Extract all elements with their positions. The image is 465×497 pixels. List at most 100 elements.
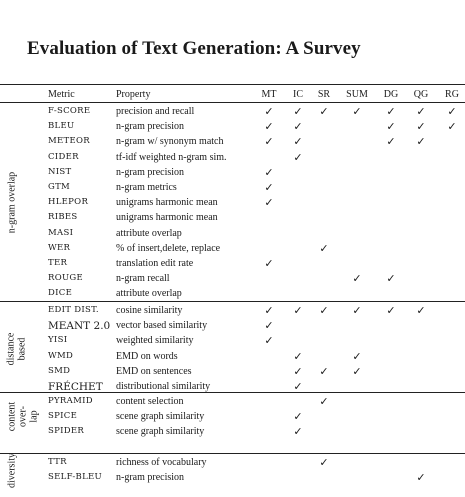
- check-mark-ic: ✓: [293, 410, 303, 424]
- check-mark-ic: ✓: [293, 135, 303, 149]
- metric-property: n-gram precision: [116, 472, 185, 484]
- table-row: SPIDER scene graph similarity ✓: [0, 425, 465, 441]
- check-mark-ic: ✓: [293, 304, 303, 317]
- check-mark-mt: ✓: [264, 304, 274, 317]
- metric-name: DICE: [48, 288, 73, 299]
- table-row: MEANT 2.0 vector based similarity ✓: [0, 319, 465, 335]
- metric-property: vector based similarity: [116, 320, 208, 332]
- check-mark-qg: ✓: [416, 135, 426, 149]
- check-mark-sum: ✓: [352, 105, 362, 118]
- table-row: SMD EMD on sentences ✓ ✓ ✓: [0, 364, 465, 381]
- table-row: CIDER tf-idf weighted n-gram sim. ✓: [0, 150, 465, 167]
- table-row: GTM n-gram metrics ✓: [0, 181, 465, 197]
- check-mark-ic: ✓: [293, 425, 303, 439]
- metric-name: TTR: [48, 457, 67, 467]
- check-mark-dg: ✓: [386, 272, 396, 286]
- table-row: PYRAMID content selection ✓: [0, 395, 465, 411]
- table-row: HLEPOR unigrams harmonic mean ✓: [0, 196, 465, 212]
- task-header-rg: RG: [445, 89, 459, 100]
- metric-property: scene graph similarity: [116, 411, 205, 423]
- check-mark-sr: ✓: [319, 241, 329, 255]
- check-mark-mt: ✓: [264, 181, 274, 194]
- table-row: ROUGE n-gram recall ✓ ✓: [0, 272, 465, 288]
- metric-name: METEOR: [48, 136, 90, 147]
- group-divider: [0, 453, 465, 454]
- metric-name: GTM: [48, 182, 71, 192]
- check-mark-dg: ✓: [386, 105, 396, 118]
- metric-property: translation edit rate: [116, 258, 194, 269]
- check-mark-sum: ✓: [352, 349, 362, 363]
- metric-property: distributional similarity: [116, 381, 211, 392]
- table-row: SELF-BLEU n-gram precision ✓: [0, 471, 465, 487]
- check-mark-mt: ✓: [264, 120, 274, 134]
- table-row: WMD EMD on words ✓ ✓: [0, 349, 465, 366]
- check-mark-mt: ✓: [264, 105, 274, 118]
- check-mark-sr: ✓: [319, 364, 329, 378]
- check-mark-rg: ✓: [447, 120, 457, 134]
- metric-name: TER: [48, 258, 68, 268]
- check-mark-ic: ✓: [293, 349, 303, 363]
- table-row: NIST n-gram precision ✓: [0, 166, 465, 182]
- table-row: WER % of insert,delete, replace ✓: [0, 241, 465, 258]
- check-mark-sum: ✓: [352, 364, 362, 378]
- metric-name: RIBES: [48, 212, 78, 223]
- check-mark-sr: ✓: [319, 105, 329, 118]
- check-mark-qg: ✓: [416, 471, 426, 485]
- table-row: FRÉCHET distributional similarity ✓: [0, 380, 465, 396]
- metric-name: PYRAMID: [48, 396, 93, 406]
- metric-column-header: Metric: [48, 89, 75, 100]
- check-mark-sr: ✓: [319, 304, 329, 317]
- check-mark-sr: ✓: [319, 395, 329, 408]
- metric-name: WMD: [48, 350, 74, 361]
- check-mark-dg: ✓: [386, 304, 396, 317]
- check-mark-ic: ✓: [293, 380, 303, 393]
- metric-property: weighted similarity: [116, 335, 194, 347]
- check-mark-mt: ✓: [264, 135, 274, 149]
- table-row: F-SCORE precision and recall ✓ ✓ ✓ ✓ ✓ ✓ ✓: [0, 105, 465, 121]
- header-bottom-rule: [0, 102, 465, 103]
- metric-property: n-gram precision: [116, 166, 185, 178]
- metric-property: % of insert,delete, replace: [116, 242, 221, 254]
- task-header-dg: DG: [383, 89, 399, 100]
- task-header-sum: SUM: [346, 89, 368, 100]
- metric-name: EDIT DIST.: [48, 305, 99, 315]
- table-row: MASI attribute overlap: [0, 228, 465, 243]
- check-mark-qg: ✓: [416, 120, 426, 134]
- task-header-ic: IC: [293, 89, 303, 100]
- metric-property: scene graph similarity: [116, 426, 205, 438]
- metric-name: YISI: [48, 335, 68, 346]
- metric-property: unigrams harmonic mean: [116, 212, 218, 224]
- check-mark-sr: ✓: [319, 456, 329, 469]
- metric-name: ROUGE: [48, 273, 84, 284]
- metric-name: HLEPOR: [48, 197, 89, 208]
- group-divider: [0, 392, 465, 393]
- table-row: EDIT DIST. cosine similarity ✓ ✓ ✓ ✓ ✓ ✓: [0, 304, 465, 320]
- metric-name: SMD: [48, 365, 71, 376]
- check-mark-dg: ✓: [386, 135, 396, 149]
- metric-name: MEANT 2.0: [48, 320, 111, 333]
- metric-property: EMD on sentences: [116, 365, 192, 377]
- metric-property: tf-idf weighted n-gram sim.: [116, 151, 227, 163]
- metric-property: content selection: [116, 396, 184, 407]
- check-mark-mt: ✓: [264, 257, 274, 270]
- check-mark-ic: ✓: [293, 150, 303, 164]
- metric-name: MASI: [48, 227, 74, 238]
- metric-property: precision and recall: [116, 106, 195, 117]
- metric-name: FRÉCHET: [48, 381, 103, 393]
- page-title: Evaluation of Text Generation: A Survey: [27, 38, 361, 59]
- task-header-sr: SR: [317, 89, 331, 100]
- metric-property: n-gram recall: [116, 273, 170, 285]
- check-mark-qg: ✓: [416, 105, 426, 118]
- task-header-mt: MT: [261, 89, 277, 100]
- metric-property: richness of vocabulary: [116, 457, 207, 468]
- group-divider: [0, 301, 465, 302]
- check-mark-rg: ✓: [447, 105, 457, 118]
- metric-name: WER: [48, 242, 71, 253]
- table-row: RIBES unigrams harmonic mean: [0, 212, 465, 227]
- metric-name: F-SCORE: [48, 106, 91, 116]
- metric-name: CIDER: [48, 151, 79, 162]
- metric-property: attribute overlap: [116, 227, 182, 239]
- metric-property: n-gram metrics: [116, 182, 177, 193]
- table-row: SPICE scene graph similarity ✓: [0, 410, 465, 426]
- table-row: YISI weighted similarity ✓: [0, 334, 465, 350]
